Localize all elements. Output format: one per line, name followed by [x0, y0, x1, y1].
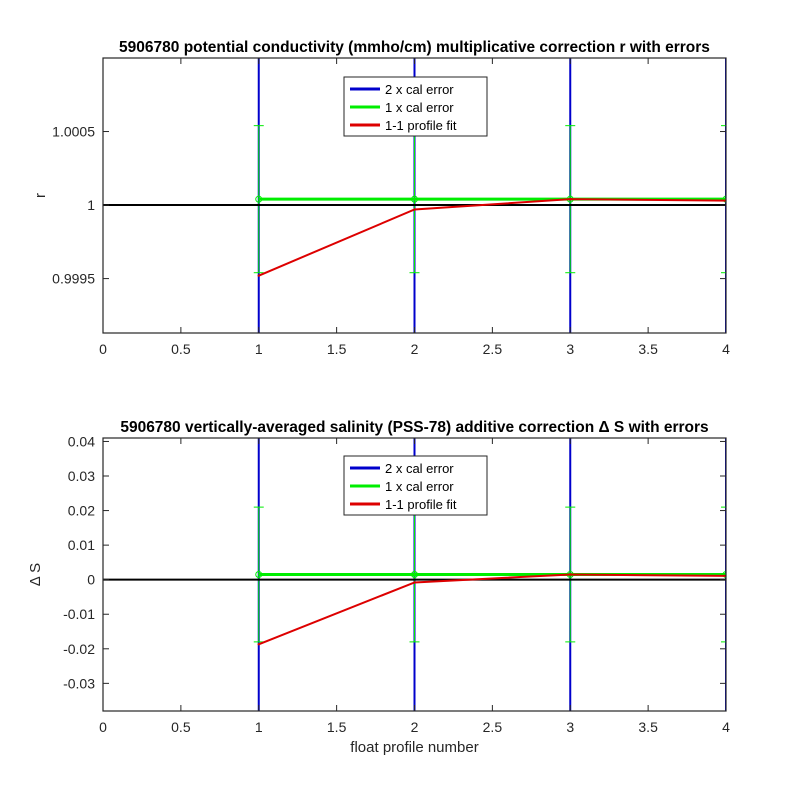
x-tick-label: 3.5 — [638, 341, 658, 357]
y-tick-label: 0.02 — [68, 503, 95, 519]
data-layer — [103, 58, 726, 333]
y-tick-label: -0.01 — [63, 606, 95, 622]
series-profile-fit-point — [257, 274, 260, 277]
legend-entry: 1-1 profile fit — [385, 118, 457, 133]
x-tick-label: 2.5 — [483, 719, 503, 735]
x-tick-label: 0.5 — [171, 341, 191, 357]
series-profile-fit-point — [569, 573, 572, 576]
series-1x-cal-point — [411, 571, 418, 578]
x-tick-label: 0 — [99, 341, 107, 357]
y-tick-label: 0.04 — [68, 433, 95, 449]
series-1x-cal-point — [411, 195, 418, 203]
x-tick-label: 3 — [566, 341, 574, 357]
legend: 2 x cal error 1 x cal error 1-1 profile fi… — [343, 455, 488, 516]
y-tick-label: -0.02 — [63, 641, 95, 657]
legend: 2 x cal error 1 x cal error 1-1 profile fi… — [343, 76, 488, 137]
x-tick-label: 2 — [411, 341, 419, 357]
x-tick-label: 0.5 — [171, 719, 191, 735]
x-tick-label: 1 — [255, 719, 263, 735]
x-tick-label: 2 — [411, 719, 419, 735]
y-tick-label: 0.9995 — [52, 271, 95, 287]
chart-2: 5906780 vertically-averaged salinity (PS… — [27, 419, 730, 756]
chart-1: 5906780 potential conductivity (mmho/cm)… — [32, 39, 730, 357]
y-tick-label: 1.0005 — [52, 124, 95, 140]
series-1x-cal-point — [722, 571, 726, 578]
y-tick-label: 1 — [87, 197, 95, 213]
series-1x-cal-point — [255, 571, 263, 578]
y-axis-label: Δ S — [27, 563, 44, 586]
legend-entry: 1-1 profile fit — [385, 497, 457, 512]
x-tick-label: 3.5 — [638, 719, 658, 735]
legend-entry: 2 x cal error — [385, 461, 454, 476]
chart-title: 5906780 potential conductivity (mmho/cm)… — [119, 39, 710, 56]
series-1x-cal-point — [255, 195, 263, 203]
series-profile-fit-point — [413, 581, 416, 584]
series-profile-fit-point — [569, 197, 572, 201]
x-tick-label: 1.5 — [327, 341, 347, 357]
legend-entry: 1 x cal error — [385, 479, 454, 494]
x-axis-label: float profile number — [350, 739, 478, 756]
y-tick-label: -0.03 — [63, 675, 95, 691]
x-tick-label: 4 — [722, 341, 730, 357]
x-tick-label: 1.5 — [327, 719, 347, 735]
x-tick-label: 3 — [566, 719, 574, 735]
legend-entry: 1 x cal error — [385, 100, 454, 115]
series-profile-fit-line — [258, 198, 726, 277]
x-tick-label: 1 — [255, 341, 263, 357]
y-tick-label: 0.01 — [68, 537, 95, 553]
y-tick-label: 0.03 — [68, 468, 95, 484]
x-tick-label: 0 — [99, 719, 107, 735]
y-axis-label: r — [32, 193, 49, 198]
series-1x-cal-point — [722, 195, 726, 203]
legend-entry: 2 x cal error — [385, 82, 454, 97]
x-tick-label: 4 — [722, 719, 730, 735]
x-tick-label: 2.5 — [483, 341, 503, 357]
series-profile-fit-point — [257, 643, 260, 646]
y-tick-label: 0 — [87, 572, 95, 588]
series-profile-fit-point — [413, 208, 416, 211]
chart-title: 5906780 vertically-averaged salinity (PS… — [120, 419, 708, 436]
series-profile-fit-line — [258, 573, 726, 646]
